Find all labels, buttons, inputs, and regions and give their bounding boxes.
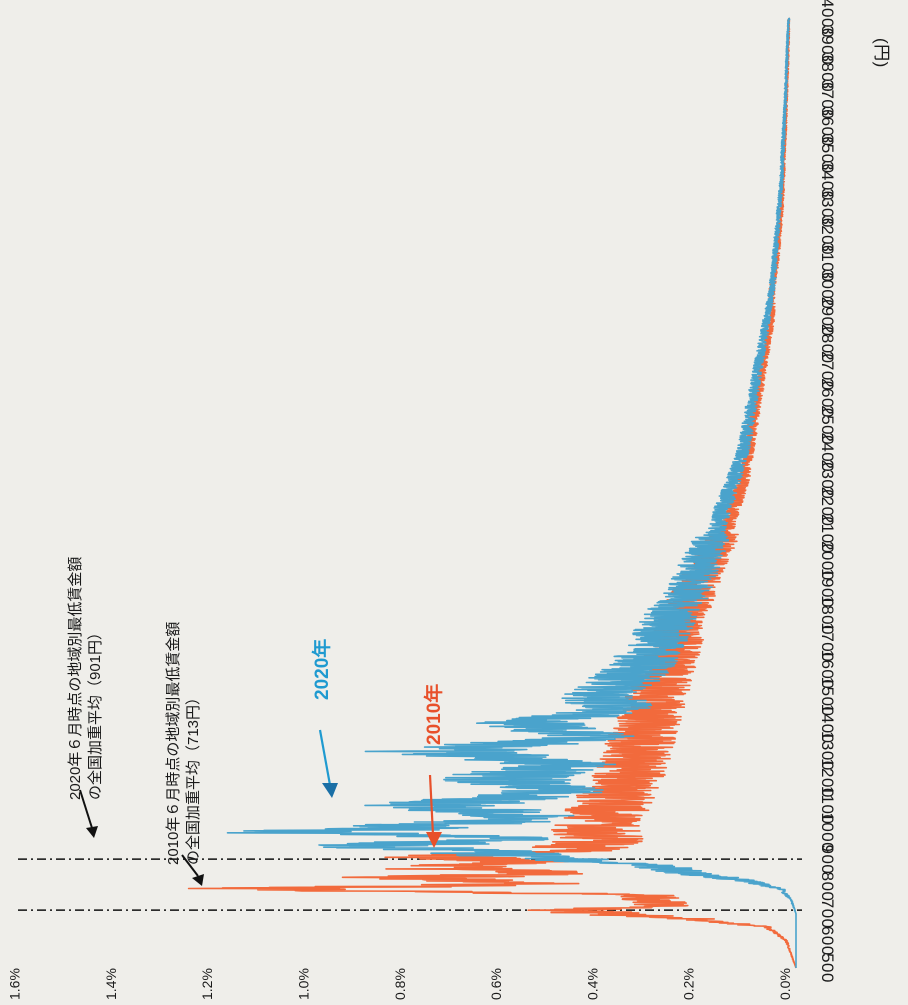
x-tick-label: 3400 bbox=[818, 161, 837, 201]
x-tick-label: 3800 bbox=[818, 52, 837, 92]
series-line bbox=[226, 17, 797, 969]
x-tick-label: 2300 bbox=[818, 460, 837, 500]
arrow-icon bbox=[192, 874, 204, 886]
x-tick-label: 1200 bbox=[818, 758, 837, 798]
ref-2020-label-line: の全国加重平均（901円） bbox=[86, 625, 104, 800]
y-tick-label: 0.2% bbox=[681, 968, 697, 1000]
arrow-icon bbox=[426, 832, 442, 848]
x-tick-label: 3000 bbox=[818, 270, 837, 310]
y-tick-label: 1.6% bbox=[7, 968, 23, 1000]
x-tick-label: 2100 bbox=[818, 514, 837, 554]
x-tick-label: 2700 bbox=[818, 351, 837, 391]
annotations: 2020年６月時点の地域別最低賃金額 の全国加重平均（901円） 2010年６月時点… bbox=[67, 557, 445, 886]
ref-2010-pointer bbox=[181, 854, 199, 877]
x-tick-label: 2400 bbox=[818, 432, 837, 472]
series-layer bbox=[187, 17, 797, 969]
arrow-icon bbox=[86, 826, 98, 838]
x-tick-label: 700 bbox=[818, 899, 837, 929]
x-tick-label: 2600 bbox=[818, 378, 837, 418]
y-tick-label: 0.6% bbox=[488, 968, 504, 1000]
x-tick-label: 1400 bbox=[818, 704, 837, 744]
x-tick-label: 800 bbox=[818, 872, 837, 902]
series-label-2010: 2010年 bbox=[422, 684, 445, 745]
x-tick-label: 3500 bbox=[818, 134, 837, 174]
x-tick-label: 1900 bbox=[818, 568, 837, 608]
x-tick-label: 900 bbox=[818, 844, 837, 874]
y-tick-label: 0.0% bbox=[777, 968, 793, 1000]
x-tick-label: 2900 bbox=[818, 297, 837, 337]
series-label-2020: 2020年 bbox=[310, 639, 333, 700]
x-tick-label: 3200 bbox=[818, 215, 837, 255]
x-tick-label: 3900 bbox=[818, 25, 837, 65]
x-tick-label: 1300 bbox=[818, 731, 837, 771]
y-tick-label: 1.0% bbox=[296, 968, 312, 1000]
x-tick-label: 1000 bbox=[818, 812, 837, 852]
x-axis: 5006007008009001000110012001300140015001… bbox=[818, 0, 837, 983]
y-tick-label: 1.4% bbox=[103, 968, 119, 1000]
x-tick-label: 2200 bbox=[818, 487, 837, 527]
arrow-icon bbox=[322, 783, 338, 798]
y-tick-label: 0.4% bbox=[584, 968, 600, 1000]
series-label-2020-pointer bbox=[318, 729, 332, 786]
series-line bbox=[187, 17, 797, 969]
x-tick-label: 3600 bbox=[818, 107, 837, 147]
ref-2010-label-line: の全国加重平均（713円） bbox=[184, 690, 202, 865]
x-tick-label: 1700 bbox=[818, 622, 837, 662]
x-tick-label: 1500 bbox=[818, 677, 837, 717]
x-tick-label: 2800 bbox=[818, 324, 837, 364]
ref-2020-pointer bbox=[79, 789, 93, 829]
ref-2020-label-line: 2020年６月時点の地域別最低賃金額 bbox=[67, 557, 84, 800]
ref-2010-label-line: 2010年６月時点の地域別最低賃金額 bbox=[165, 622, 182, 865]
y-axis: 0.0% 0.2% 0.4% 0.6% 0.8% 1.0% 1.2% 1.4% 1.6% bbox=[7, 968, 793, 1000]
x-tick-label: 3100 bbox=[818, 242, 837, 282]
x-tick-label: 3700 bbox=[818, 80, 837, 120]
series-label-2010-pointer bbox=[428, 774, 435, 836]
x-tick-label: 4000 bbox=[818, 0, 837, 38]
y-tick-label: 1.2% bbox=[199, 968, 215, 1000]
reference-lines bbox=[18, 858, 802, 911]
ref-2010-label: 2010年６月時点の地域別最低賃金額 の全国加重平均（713円） bbox=[165, 622, 204, 886]
y-tick-label: 0.8% bbox=[392, 968, 408, 1000]
x-axis-unit: (円) bbox=[872, 38, 891, 68]
x-tick-label: 3300 bbox=[818, 188, 837, 228]
x-tick-label: 600 bbox=[818, 926, 837, 956]
x-tick-label: 1100 bbox=[818, 786, 837, 825]
ref-2020-label: 2020年６月時点の地域別最低賃金額 の全国加重平均（901円） bbox=[67, 557, 104, 838]
x-tick-label: 1600 bbox=[818, 650, 837, 690]
x-tick-label: 1800 bbox=[818, 595, 837, 635]
x-tick-label: 2500 bbox=[818, 405, 837, 445]
x-tick-label: 500 bbox=[818, 953, 837, 983]
x-tick-label: 2000 bbox=[818, 541, 837, 581]
